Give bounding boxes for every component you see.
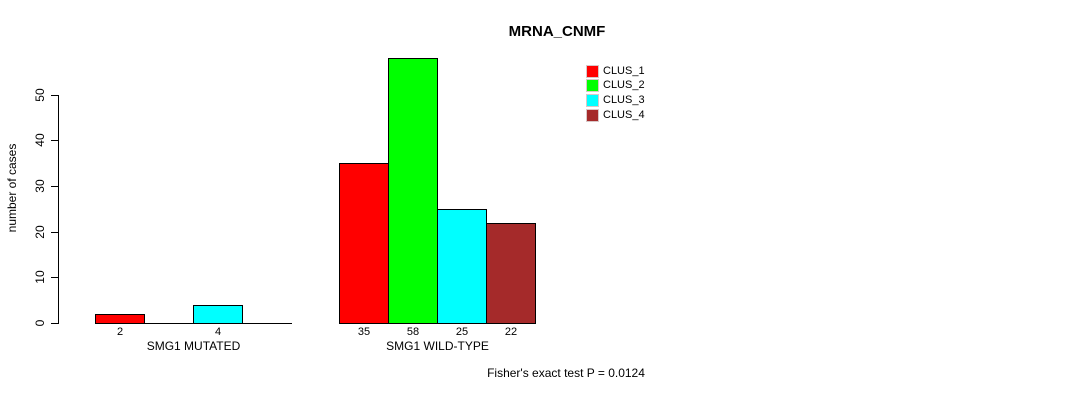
- bar-clus_3-smg1-wild-type: [437, 209, 487, 324]
- y-tick: [51, 95, 58, 96]
- fisher-test-annotation: Fisher's exact test P = 0.0124: [487, 366, 645, 380]
- legend-label: CLUS_1: [603, 64, 645, 77]
- bar-value-label: 35: [357, 326, 371, 338]
- y-tick-label: 40: [33, 133, 47, 147]
- legend-label: CLUS_2: [603, 79, 645, 92]
- y-tick: [51, 277, 58, 278]
- bar-value-label: 22: [504, 326, 518, 338]
- y-tick: [51, 232, 58, 233]
- legend-swatch-clus_3: [586, 93, 599, 107]
- legend-item: CLUS_3: [586, 93, 645, 107]
- y-axis-line: [58, 95, 59, 324]
- group-label: SMG1 MUTATED: [146, 339, 241, 353]
- y-tick: [51, 186, 58, 187]
- chart-title: MRNA_CNMF: [508, 23, 606, 40]
- legend-item: CLUS_4: [586, 108, 645, 122]
- y-tick-label: 50: [33, 88, 47, 102]
- legend-swatch-clus_1: [586, 64, 599, 78]
- legend-item: CLUS_2: [586, 79, 645, 93]
- bar-value-label: 58: [406, 326, 420, 338]
- y-tick-label: 0: [33, 319, 47, 327]
- legend-label: CLUS_4: [603, 108, 645, 121]
- y-tick: [51, 323, 58, 324]
- bar-clus_4-smg1-wild-type: [486, 223, 536, 324]
- y-tick-label: 10: [33, 270, 47, 284]
- legend-label: CLUS_3: [603, 93, 645, 106]
- bar-value-label: 25: [455, 326, 469, 338]
- legend-swatch-clus_4: [586, 108, 599, 122]
- y-tick-label: 30: [33, 179, 47, 193]
- bar-clus_3-smg1-mutated: [193, 305, 243, 324]
- group-label: SMG1 WILD-TYPE: [386, 339, 489, 353]
- legend-item: CLUS_1: [586, 64, 645, 78]
- bar-value-label: 4: [214, 326, 222, 338]
- bar-clus_1-smg1-mutated: [95, 314, 145, 324]
- bar-clus_1-smg1-wild-type: [339, 163, 389, 324]
- bar-value-label: 2: [116, 326, 124, 338]
- bar-clus_2-smg1-wild-type: [388, 58, 438, 324]
- y-tick: [51, 140, 58, 141]
- legend-swatch-clus_2: [586, 79, 599, 93]
- legend: CLUS_1 CLUS_2 CLUS_3 CLUS_4: [586, 64, 706, 135]
- y-tick-label: 20: [33, 225, 47, 239]
